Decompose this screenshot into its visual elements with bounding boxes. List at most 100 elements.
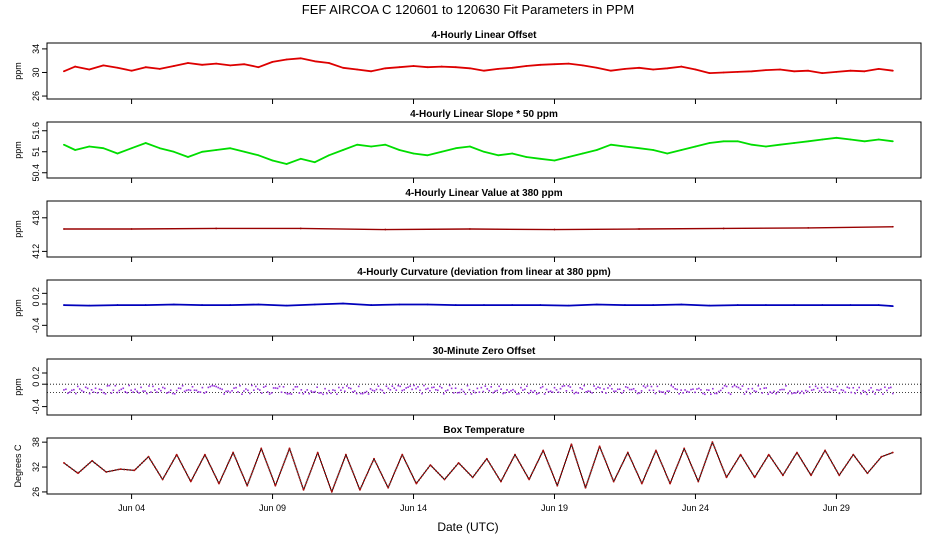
data-point (405, 387, 407, 389)
data-point (466, 384, 469, 387)
data-point (763, 387, 766, 389)
data-point (676, 388, 678, 391)
data-point (773, 390, 775, 393)
data-point (189, 480, 192, 483)
data-point (868, 389, 870, 392)
data-point (179, 387, 182, 390)
data-point (737, 386, 740, 389)
data-point (807, 69, 810, 72)
data-point (88, 68, 91, 71)
data-point (342, 149, 344, 151)
data-point (488, 389, 491, 392)
data-point (191, 385, 194, 388)
data-point (290, 393, 293, 395)
data-point (584, 486, 587, 489)
data-point (63, 389, 65, 391)
data-point (860, 392, 862, 395)
data-point (344, 453, 347, 456)
data-point (852, 453, 855, 456)
data-point (729, 393, 732, 396)
data-point (268, 393, 271, 395)
data-point (255, 385, 257, 388)
data-point (844, 391, 847, 394)
data-point (739, 453, 742, 456)
panel-6: Box Temperature Degrees C 26 32 38 Jun 04 Jun … (13, 425, 922, 513)
y-axis-label: ppm (13, 378, 23, 396)
data-point (736, 304, 739, 306)
data-point (856, 389, 858, 392)
data-point (322, 393, 324, 396)
data-point (796, 451, 798, 454)
series-line (63, 302, 893, 307)
data-point (215, 62, 218, 65)
data-point (880, 388, 882, 391)
data-point (302, 393, 305, 395)
data-point (104, 393, 107, 395)
data-point (88, 392, 91, 395)
data-point (863, 70, 866, 73)
data-point (229, 64, 232, 67)
plot-frame (46, 42, 922, 100)
data-point (571, 389, 574, 392)
data-point (599, 387, 601, 389)
data-point (765, 387, 767, 389)
data-point (498, 385, 500, 388)
data-point (448, 384, 451, 387)
data-point (130, 69, 133, 72)
data-point (612, 480, 615, 483)
data-point (306, 389, 309, 391)
data-point (359, 488, 361, 491)
data-point (90, 389, 93, 391)
data-point (832, 389, 835, 392)
y-tick-label: 0 (31, 382, 41, 387)
data-point (417, 386, 419, 388)
data-point (328, 389, 330, 392)
data-point (78, 388, 81, 390)
data-point (419, 389, 421, 392)
data-point (387, 387, 390, 390)
data-point (877, 304, 880, 306)
data-point (835, 70, 838, 73)
data-point (666, 67, 669, 70)
y-tick-label: 50.4 (31, 164, 41, 182)
data-point (118, 389, 121, 392)
data-point (617, 388, 619, 391)
data-point (494, 390, 496, 392)
data-point (882, 393, 884, 395)
data-point (777, 391, 779, 393)
data-point (225, 390, 227, 393)
data-point (169, 389, 172, 392)
data-point (708, 389, 710, 391)
data-point (469, 67, 471, 70)
data-point (682, 392, 684, 394)
data-point (187, 62, 189, 64)
data-point (76, 385, 79, 388)
data-point (753, 390, 756, 392)
data-point (626, 386, 629, 389)
data-point (821, 72, 824, 74)
chart-title: FEF AIRCOA C 120601 to 120630 Fit Parame… (302, 2, 634, 17)
data-point (158, 68, 161, 70)
data-point (710, 393, 712, 396)
data-point (504, 392, 506, 394)
data-point (100, 389, 103, 391)
data-point (891, 305, 894, 308)
data-point (260, 447, 263, 450)
data-point (595, 66, 598, 69)
data-point (156, 391, 158, 393)
data-point (452, 392, 455, 394)
data-point (620, 392, 623, 394)
data-point (86, 387, 89, 390)
data-point (201, 304, 203, 306)
data-point (136, 390, 138, 393)
data-point (144, 390, 146, 392)
y-tick-label: 412 (31, 244, 41, 259)
data-point (793, 392, 795, 394)
data-point (285, 163, 288, 165)
data-point (611, 388, 613, 390)
data-point (514, 453, 516, 456)
data-point (217, 386, 220, 389)
data-point (583, 384, 585, 387)
data-point (211, 384, 214, 387)
data-point (454, 304, 457, 306)
